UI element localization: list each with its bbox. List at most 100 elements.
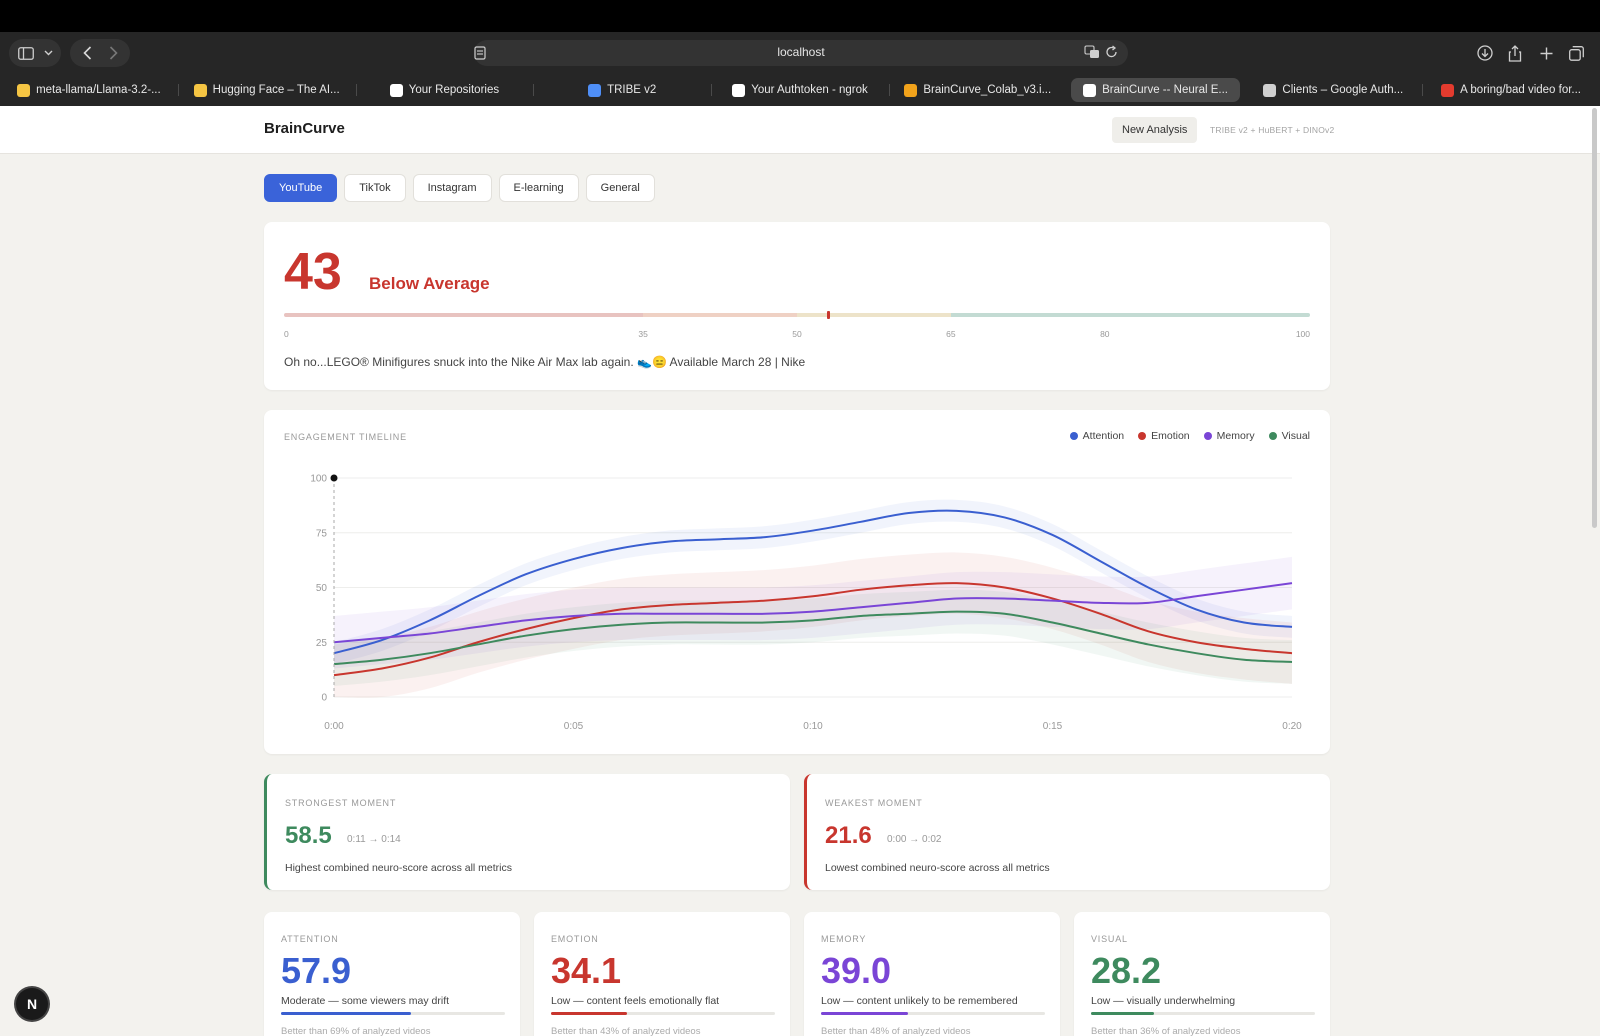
timeline-title: ENGAGEMENT TIMELINE: [284, 432, 407, 442]
legend-label: Memory: [1216, 430, 1255, 442]
y-tick-label: 0: [321, 693, 327, 704]
platform-tab-youtube[interactable]: YouTube: [264, 174, 338, 202]
model-tag: TRIBE v2 + HuBERT + DINOv2: [1210, 125, 1335, 135]
browser-tab[interactable]: BrainCurve -- Neural E...: [1070, 78, 1241, 102]
score-tick-label: 80: [1100, 329, 1110, 339]
braincurve-icon: [1083, 83, 1097, 97]
github-icon: [389, 83, 403, 97]
chevron-down-icon[interactable]: [40, 39, 56, 67]
metric-card-visual: VISUAL 28.2 Low — visually underwhelming Be…: [1074, 912, 1330, 1036]
score-marker: [826, 311, 830, 319]
metric-value: 34.1: [551, 950, 622, 991]
metric-label: EMOTION: [551, 934, 599, 944]
address-bar[interactable]: localhost: [474, 40, 1128, 66]
browser-tab[interactable]: A boring/bad video for...: [1426, 78, 1596, 102]
engagement-timeline-card: 0 25 50 75 100 0:00 0:05 0:10 0:15 0:20 ENGAGEMEN…: [264, 410, 1330, 754]
browser-tab[interactable]: BrainCurve_Colab_v3.i...: [893, 78, 1063, 102]
browser-tab[interactable]: Clients – Google Auth...: [1248, 78, 1418, 102]
forward-icon[interactable]: [104, 39, 122, 67]
translate-icon[interactable]: [1084, 45, 1100, 64]
browser-tab[interactable]: meta-llama/Llama-3.2-...: [4, 78, 174, 102]
score-band: [284, 313, 644, 317]
weakest-moment-card: WEAKEST MOMENT 21.6 0:00 → 0:02 Lowest c…: [804, 774, 1330, 890]
strongest-moment-label: STRONGEST MOMENT: [285, 798, 397, 808]
browser-tab-label: Your Repositories: [408, 84, 500, 96]
legend-label: Emotion: [1151, 430, 1190, 442]
series-line-memory: [333, 582, 1293, 644]
browser-tab-label: meta-llama/Llama-3.2-...: [36, 84, 161, 96]
browser-tab-label: A boring/bad video for...: [1460, 84, 1582, 96]
brand-logo[interactable]: BrainCurve: [264, 120, 345, 137]
tab-separator: [177, 84, 179, 96]
reload-icon[interactable]: [1105, 45, 1118, 64]
metric-card-emotion: EMOTION 34.1 Low — content feels emotional…: [534, 912, 790, 1036]
legend-item-visual[interactable]: Visual: [1268, 430, 1310, 442]
platform-tab-tiktok[interactable]: TikTok: [344, 174, 406, 202]
tab-overview-icon[interactable]: [1565, 39, 1587, 67]
confidence-band-memory: [334, 556, 1292, 669]
score-band: [950, 313, 1310, 317]
weakest-moment-label: WEAKEST MOMENT: [825, 798, 923, 808]
confidence-band-visual: [334, 589, 1292, 687]
score-tick-label: 65: [946, 329, 956, 339]
page-scrollbar[interactable]: [1592, 108, 1597, 528]
nextjs-dev-badge[interactable]: N: [16, 988, 48, 1020]
overall-score-label: Below Average: [369, 274, 490, 293]
strongest-moment-value: 58.5: [285, 822, 332, 849]
strongest-moment-card: STRONGEST MOMENT 58.5 0:11 → 0:14 Highes…: [264, 774, 790, 890]
browser-tab[interactable]: TRIBE v2: [537, 78, 707, 102]
platform-tab-instagram[interactable]: Instagram: [412, 174, 492, 202]
weakest-moment-description: Lowest combined neuro-score across all m…: [825, 862, 1050, 874]
legend-item-emotion[interactable]: Emotion: [1138, 430, 1190, 442]
score-tick-label: 35: [638, 329, 648, 339]
legend-swatch: [1268, 432, 1277, 440]
new-analysis-button[interactable]: New Analysis: [1112, 117, 1198, 143]
share-icon[interactable]: [1504, 39, 1526, 67]
hugging-face-icon: [17, 83, 31, 97]
x-tick-label: 0:00: [324, 721, 344, 732]
browser-tab[interactable]: Hugging Face – The AI...: [182, 78, 352, 102]
page-settings-icon[interactable]: [474, 46, 486, 65]
legend-item-attention[interactable]: Attention: [1069, 430, 1125, 442]
engagement-timeline-chart[interactable]: 0 25 50 75 100 0:00 0:05 0:10 0:15 0:20: [264, 410, 1330, 754]
browser-tab[interactable]: Your Repositories: [360, 78, 530, 102]
browser-tab-label: Hugging Face – The AI...: [212, 84, 340, 96]
metric-card-attention: ATTENTION 57.9 Moderate — some viewers may…: [264, 912, 520, 1036]
browser-tab[interactable]: Your Authtoken - ngrok: [715, 78, 885, 102]
app-header: BrainCurve New Analysis TRIBE v2 + HuBER…: [0, 106, 1600, 154]
series-line-attention: [333, 509, 1293, 655]
youtube-icon: [1441, 83, 1455, 97]
metric-value: 57.9: [281, 950, 352, 991]
sidebar-toggle-group[interactable]: [9, 39, 61, 67]
metric-description: Low — visually underwhelming: [1091, 995, 1236, 1007]
platform-selector: YouTube TikTok Instagram E-learning General: [264, 174, 655, 202]
legend-label: Attention: [1082, 430, 1125, 442]
metric-description: Low — content unlikely to be remembered: [821, 995, 1018, 1007]
google-cloud-icon: [1263, 83, 1277, 97]
score-tick-label: 0: [284, 329, 289, 339]
back-icon[interactable]: [78, 39, 96, 67]
x-tick-label: 0:10: [803, 721, 823, 732]
metric-progress-track: [551, 1012, 775, 1015]
platform-tab-elearning[interactable]: E-learning: [498, 174, 579, 202]
y-tick-label: 25: [316, 638, 328, 649]
overall-score-value: 43: [284, 243, 342, 301]
sidebar-icon[interactable]: [17, 39, 35, 67]
browser-tab-label: BrainCurve_Colab_v3.i...: [923, 84, 1052, 96]
url-text: localhost: [777, 45, 825, 59]
metric-description: Moderate — some viewers may drift: [281, 995, 450, 1007]
new-tab-icon[interactable]: [1535, 39, 1557, 67]
legend-swatch: [1203, 432, 1212, 440]
browser-tab-label: Your Authtoken - ngrok: [751, 84, 868, 96]
metric-progress-fill: [551, 1012, 628, 1015]
platform-tab-general[interactable]: General: [585, 174, 655, 202]
tab-separator: [355, 84, 357, 96]
y-tick-label: 75: [316, 528, 328, 539]
metric-description: Low — content feels emotionally flat: [551, 995, 720, 1007]
history-nav-group: [70, 39, 130, 67]
overall-score-card: 43 Below Average 0 35 50 65 80 100 Oh no...LE…: [264, 222, 1330, 390]
metric-value: 39.0: [821, 950, 892, 991]
downloads-icon[interactable]: [1474, 39, 1496, 67]
series-line-emotion: [333, 582, 1293, 677]
legend-item-memory[interactable]: Memory: [1203, 430, 1255, 442]
